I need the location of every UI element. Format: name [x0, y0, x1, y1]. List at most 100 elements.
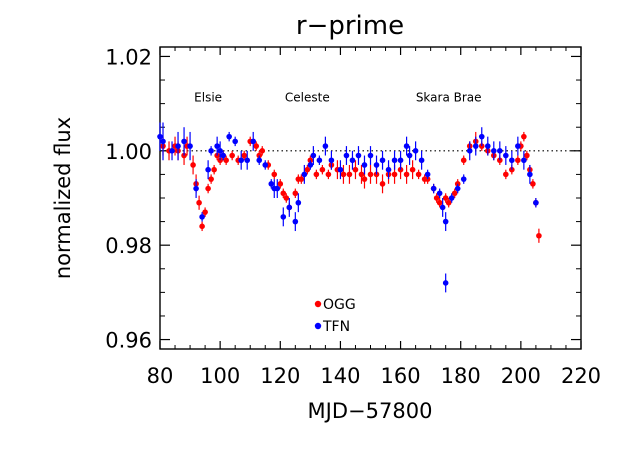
data-point [448, 195, 455, 201]
chart-title: r−prime [296, 11, 404, 41]
data-point [361, 176, 368, 182]
x-axis-label: MJD−57800 [308, 399, 433, 423]
data-point [436, 190, 443, 197]
data-point [202, 209, 208, 215]
y-tick-label: 0.96 [105, 329, 152, 353]
data-point [521, 157, 527, 164]
data-point [268, 181, 275, 187]
data-point [238, 157, 244, 164]
data-point [403, 143, 410, 149]
data-point [442, 280, 449, 286]
data-point [397, 157, 404, 164]
data-point [295, 199, 302, 206]
data-point [169, 148, 175, 154]
data-point [412, 148, 419, 154]
data-point [157, 133, 163, 140]
data-point [460, 157, 467, 164]
data-point [208, 176, 214, 182]
data-point [527, 171, 533, 178]
data-point [304, 166, 311, 173]
data-point [274, 185, 281, 192]
data-point [379, 181, 386, 187]
data-point [379, 157, 386, 164]
data-point [373, 162, 380, 168]
data-point [286, 204, 293, 211]
data-point [442, 195, 449, 201]
data-point [451, 190, 458, 197]
data-point [391, 157, 398, 164]
data-point [391, 171, 398, 178]
annotations: Elsie Celeste Skara Brae [194, 90, 481, 104]
data-point [436, 199, 443, 206]
data-point [256, 157, 263, 164]
data-point [292, 218, 299, 225]
data-point [418, 157, 425, 164]
data-point [355, 152, 362, 159]
data-point [241, 152, 247, 159]
data-point [367, 171, 374, 178]
data-point [328, 157, 335, 164]
y-axis-label: normalized flux [51, 117, 75, 279]
data-point [385, 166, 392, 173]
data-point [205, 166, 211, 173]
legend: OGG TFN [314, 297, 356, 335]
data-point [277, 181, 284, 187]
data-point [250, 138, 257, 145]
y-tick-label: 0.98 [105, 234, 152, 258]
data-point [403, 171, 410, 178]
data-point [253, 143, 260, 149]
data-point [415, 171, 422, 178]
legend-label: OGG [323, 297, 356, 313]
data-point [298, 176, 305, 182]
data-point [322, 143, 329, 149]
data-point [226, 133, 232, 140]
data-point [524, 152, 530, 159]
data-point [280, 214, 287, 220]
data-point [307, 162, 314, 168]
data-point [472, 143, 479, 149]
data-point [160, 138, 166, 145]
data-point [503, 171, 509, 178]
data-point [509, 157, 515, 164]
data-point [301, 171, 308, 178]
data-point [259, 148, 266, 154]
data-point [310, 152, 317, 159]
x-axis: 80 100 120 140 160 180 200 220 [147, 47, 601, 388]
x-tick-label: 120 [260, 364, 300, 388]
x-tick-label: 140 [320, 364, 360, 388]
annotation-label: Elsie [194, 90, 222, 104]
data-point [337, 166, 344, 173]
data-point [433, 195, 440, 201]
y-tick-label: 1.00 [105, 140, 152, 164]
y-axis: 0.96 0.98 1.00 1.02 [105, 45, 581, 353]
data-point [340, 171, 347, 178]
data-point [503, 152, 509, 159]
plot-area [159, 46, 582, 350]
annotation-label: Skara Brae [416, 90, 482, 104]
data-point [367, 152, 374, 159]
x-tick-label: 100 [200, 364, 240, 388]
legend-marker [314, 322, 322, 330]
data-point [271, 171, 278, 178]
data-point [430, 185, 437, 192]
data-point [208, 148, 214, 154]
series-tfn [157, 122, 539, 293]
data-series [157, 122, 542, 293]
data-point [358, 171, 365, 178]
data-point [349, 157, 356, 164]
data-point [316, 157, 323, 164]
data-point [478, 133, 485, 140]
data-point [490, 148, 497, 154]
data-point [280, 190, 287, 197]
data-point [346, 171, 353, 178]
data-point [460, 176, 467, 182]
data-point [466, 148, 473, 154]
data-point [439, 204, 446, 211]
data-point [196, 199, 202, 206]
data-point [229, 152, 235, 159]
data-point [533, 199, 539, 206]
data-point [199, 214, 205, 220]
x-tick-label: 200 [501, 364, 541, 388]
data-point [214, 143, 220, 149]
